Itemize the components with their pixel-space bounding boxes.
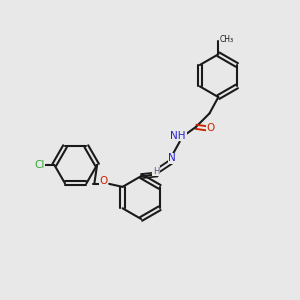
- Text: Cl: Cl: [34, 160, 45, 170]
- Text: NH: NH: [170, 131, 186, 141]
- Text: CH₃: CH₃: [220, 35, 234, 44]
- Text: N: N: [168, 153, 176, 163]
- Text: O: O: [99, 176, 107, 186]
- Text: O: O: [207, 123, 215, 133]
- Text: H: H: [153, 167, 159, 176]
